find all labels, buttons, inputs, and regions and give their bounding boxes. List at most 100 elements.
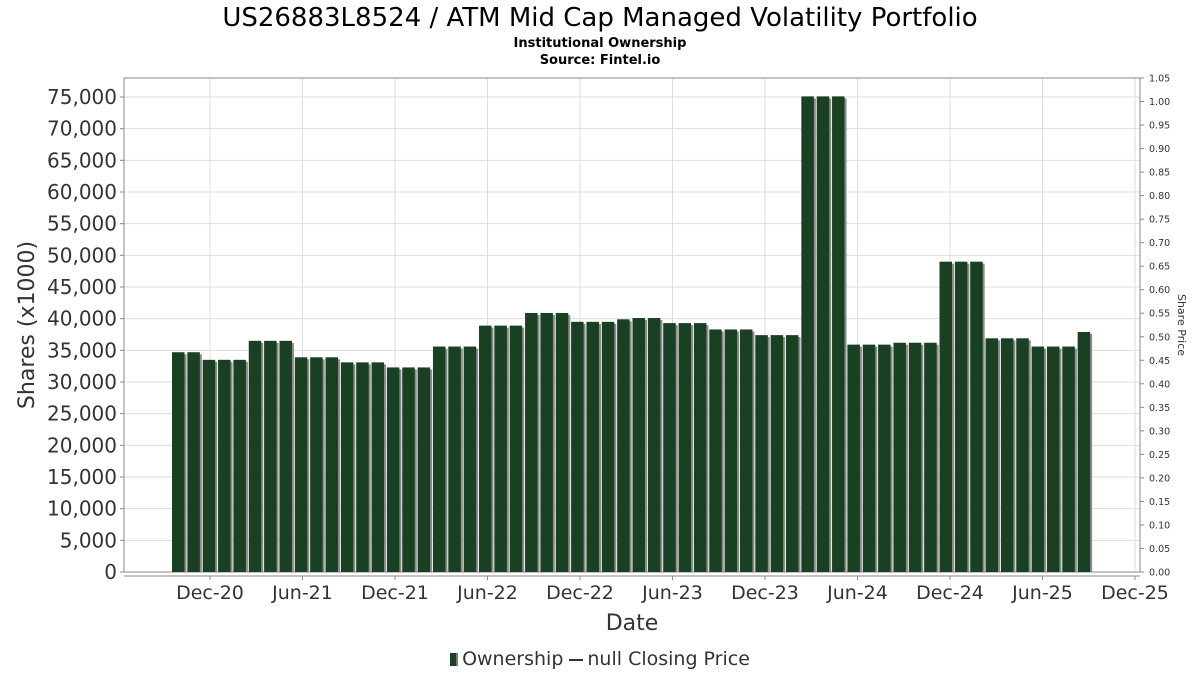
x-tick-label: Jun-24: [826, 582, 888, 604]
ownership-bar: [939, 261, 952, 572]
ownership-bar: [386, 367, 400, 572]
ownership-bar: [202, 359, 216, 572]
x-tick-label: Jun-21: [271, 582, 333, 604]
ownership-bar: [893, 342, 906, 572]
y2-tick-label: 0.75: [1149, 215, 1170, 226]
y-tick-label: 75,000: [47, 85, 117, 109]
x-tick-label: Jun-23: [641, 582, 703, 604]
y-tick-label: 40,000: [47, 307, 117, 331]
bar-layer: [172, 96, 1093, 572]
ownership-bar: [294, 357, 308, 572]
y2-tick-label: 0.80: [1149, 191, 1170, 202]
ownership-bar: [663, 323, 676, 572]
ownership-bar: [586, 321, 599, 572]
y2-tick-label: 0.45: [1149, 356, 1170, 367]
ownership-bar: [786, 335, 799, 572]
y-tick-label: 60,000: [47, 180, 117, 204]
ownership-bar: [494, 325, 507, 572]
ownership-bar: [218, 359, 231, 572]
ownership-bar: [525, 312, 538, 572]
ownership-bar: [924, 342, 937, 572]
ownership-bar: [755, 335, 768, 572]
y-tick-label: 25,000: [47, 402, 117, 426]
ownership-bar: [862, 344, 876, 572]
y2-tick-label: 0.40: [1149, 379, 1170, 390]
x-tick-label: Dec-20: [176, 582, 244, 604]
ownership-bar: [248, 340, 262, 572]
ownership-bar: [847, 344, 860, 572]
x-tick-label: Jun-22: [456, 582, 518, 604]
ownership-bar: [632, 318, 645, 572]
y2-tick-label: 0.95: [1149, 121, 1170, 132]
ownership-bar: [724, 329, 738, 572]
ownership-bar: [279, 340, 292, 572]
ownership-bar: [187, 352, 200, 572]
y-tick-label: 55,000: [47, 212, 117, 236]
ownership-bar: [1031, 346, 1045, 572]
legend-ownership-label: Ownership: [462, 648, 564, 670]
ownership-bar: [816, 96, 830, 572]
y2-tick-label: 0.05: [1149, 544, 1170, 555]
y2-tick-label: 0.85: [1149, 168, 1170, 179]
ownership-bar: [1046, 346, 1060, 572]
y2-tick-label: 0.10: [1149, 520, 1170, 531]
ownership-bar: [878, 344, 891, 572]
ownership-bar: [832, 96, 845, 572]
ownership-bar: [417, 367, 431, 572]
y-tick-label: 0: [104, 560, 117, 584]
y-tick-label: 20,000: [47, 433, 117, 457]
ownership-bar: [310, 357, 323, 572]
y2-tick-label: 0.70: [1149, 238, 1170, 249]
ownership-bar: [985, 338, 999, 572]
ownership-bar: [340, 362, 354, 572]
ownership-bar: [555, 312, 569, 572]
y2-tick-label: 0.00: [1149, 568, 1170, 579]
axis-layer: 0 5,000 10,000 15,000 20,000 25,000 30,000 35,0…: [47, 74, 1170, 605]
y-tick-label: 35,000: [47, 338, 117, 362]
y2-tick-label: 0.30: [1149, 426, 1170, 437]
legend: Ownership null Closing Price: [0, 648, 1200, 670]
x-tick-label: Jun-25: [1011, 582, 1073, 604]
y2-tick-label: 1.00: [1149, 97, 1170, 108]
ownership-bar: [770, 335, 784, 572]
y2-tick-label: 0.50: [1149, 332, 1170, 343]
x-tick-label: Dec-21: [361, 582, 429, 604]
x-tick-label: Dec-24: [916, 582, 984, 604]
y2-tick-label: 0.55: [1149, 309, 1170, 320]
ownership-bar: [402, 367, 415, 572]
ownership-bar: [233, 359, 246, 572]
y-tick-label: 65,000: [47, 148, 117, 172]
ownership-bar: [509, 325, 523, 572]
ownership-legend-swatch: [450, 653, 459, 666]
plot-area: [123, 77, 1141, 573]
y-tick-label: 30,000: [47, 370, 117, 394]
y2-tick-label: 0.90: [1149, 144, 1170, 155]
y2-tick-label: 0.65: [1149, 262, 1170, 273]
ownership-bar: [463, 346, 477, 572]
y2-tick-label: 0.60: [1149, 285, 1170, 296]
y2-tick-label: 1.05: [1149, 74, 1170, 85]
y-tick-label: 5,000: [60, 528, 117, 552]
y-tick-label: 50,000: [47, 243, 117, 267]
y2-axis-label: Share Price: [1175, 294, 1188, 356]
ownership-bar: [970, 261, 983, 572]
ownership-bar: [479, 325, 492, 572]
ownership-bar: [325, 357, 338, 572]
ownership-bar: [356, 362, 369, 572]
legend-closing-price-label: null Closing Price: [587, 648, 750, 670]
ownership-bar: [693, 323, 707, 572]
x-tick-label: Dec-23: [731, 582, 799, 604]
ownership-bar: [1000, 338, 1014, 572]
x-axis-label: Date: [606, 611, 659, 636]
ownership-bar: [540, 312, 553, 572]
ownership-bar: [617, 319, 630, 572]
y-tick-label: 45,000: [47, 275, 117, 299]
ownership-bar: [432, 346, 446, 572]
ownership-bar: [571, 321, 584, 572]
ownership-bar: [954, 261, 968, 572]
y2-tick-label: 0.35: [1149, 403, 1170, 414]
y-tick-label: 10,000: [47, 497, 117, 521]
ownership-bar: [709, 329, 722, 572]
ownership-bar: [371, 362, 385, 572]
